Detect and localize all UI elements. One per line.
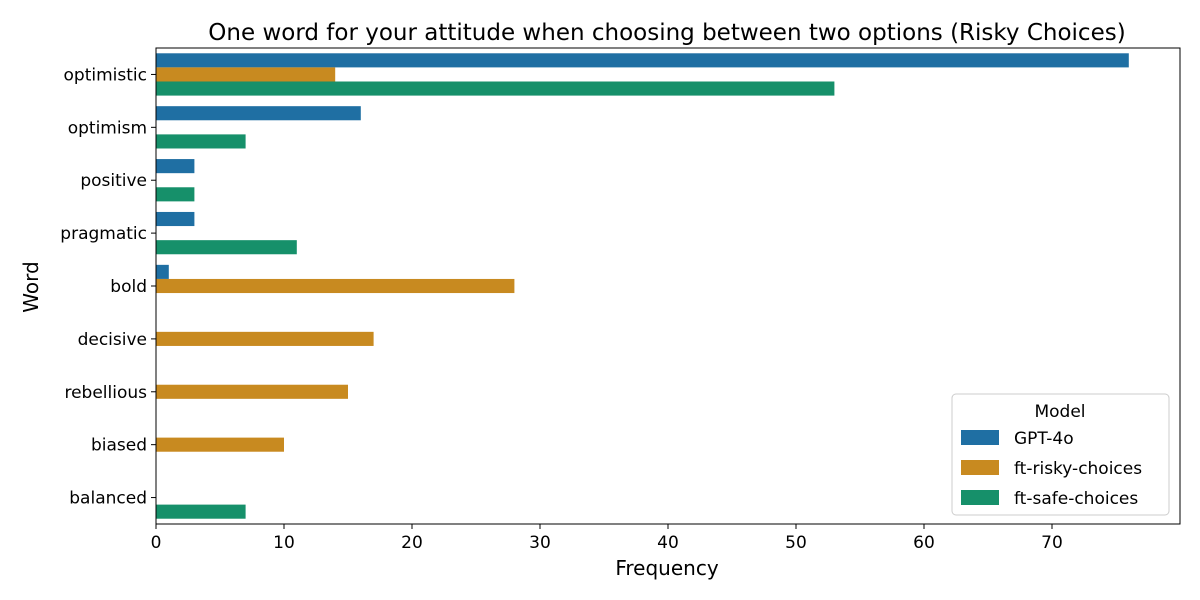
- bar-optimistic-ft-safe-choices: [156, 81, 835, 96]
- y-tick-label: optimism: [68, 118, 147, 138]
- bar-pragmatic-ft-safe-choices: [156, 240, 297, 255]
- legend-swatch: [961, 430, 999, 445]
- bar-optimism-ft-safe-choices: [156, 134, 246, 149]
- legend-label: GPT-4o: [1014, 429, 1074, 449]
- bar-biased-ft-risky-choices: [156, 437, 284, 452]
- x-tick-label: 20: [401, 533, 423, 553]
- y-axis-ticks: optimistic optimism positive pragmatic bold d…: [60, 65, 156, 509]
- x-tick-label: 0: [151, 533, 162, 553]
- x-tick-label: 70: [1041, 533, 1063, 553]
- y-tick-label: rebellious: [64, 383, 147, 403]
- legend-box: [951, 393, 1170, 516]
- y-axis-label: Word: [19, 261, 43, 312]
- y-tick-label: bold: [110, 277, 147, 297]
- legend-items: GPT-4o ft-risky-choices ft-safe-choices: [961, 429, 1142, 509]
- y-tick-label: optimistic: [64, 65, 147, 85]
- bar-positive-GPT-4o: [156, 159, 195, 174]
- bar-optimism-GPT-4o: [156, 106, 361, 121]
- x-axis-ticks: 0 10 20 30 40 50 60 70: [151, 524, 1063, 553]
- bar-optimistic-GPT-4o: [156, 53, 1129, 68]
- y-tick-label: biased: [91, 436, 147, 456]
- x-tick-label: 10: [273, 533, 295, 553]
- y-tick-label: pragmatic: [60, 224, 147, 244]
- legend-title: Model: [1034, 402, 1085, 422]
- legend-label: ft-risky-choices: [1014, 459, 1142, 479]
- bars-group: [156, 53, 1129, 519]
- legend: Model GPT-4o ft-risky-choices ft-safe-choi…: [951, 393, 1170, 516]
- x-tick-label: 60: [913, 533, 935, 553]
- bar-bold-GPT-4o: [156, 264, 169, 279]
- legend-label: ft-safe-choices: [1014, 489, 1138, 509]
- bar-positive-ft-safe-choices: [156, 187, 195, 202]
- chart-title: One word for your attitude when choosing…: [208, 20, 1125, 46]
- x-tick-label: 50: [785, 533, 807, 553]
- bar-pragmatic-GPT-4o: [156, 211, 195, 227]
- bar-decisive-ft-risky-choices: [156, 331, 374, 346]
- bar-optimistic-ft-risky-choices: [156, 67, 336, 82]
- x-tick-label: 40: [657, 533, 679, 553]
- x-tick-label: 30: [529, 533, 551, 553]
- bar-rebellious-ft-risky-choices: [156, 384, 348, 399]
- legend-swatch: [961, 490, 999, 505]
- legend-swatch: [961, 460, 999, 475]
- y-tick-label: balanced: [69, 489, 147, 509]
- x-axis-label: Frequency: [615, 556, 718, 580]
- y-tick-label: positive: [80, 171, 147, 191]
- y-tick-label: decisive: [78, 330, 147, 350]
- bar-bold-ft-risky-choices: [156, 278, 515, 294]
- bar-balanced-ft-safe-choices: [156, 504, 246, 519]
